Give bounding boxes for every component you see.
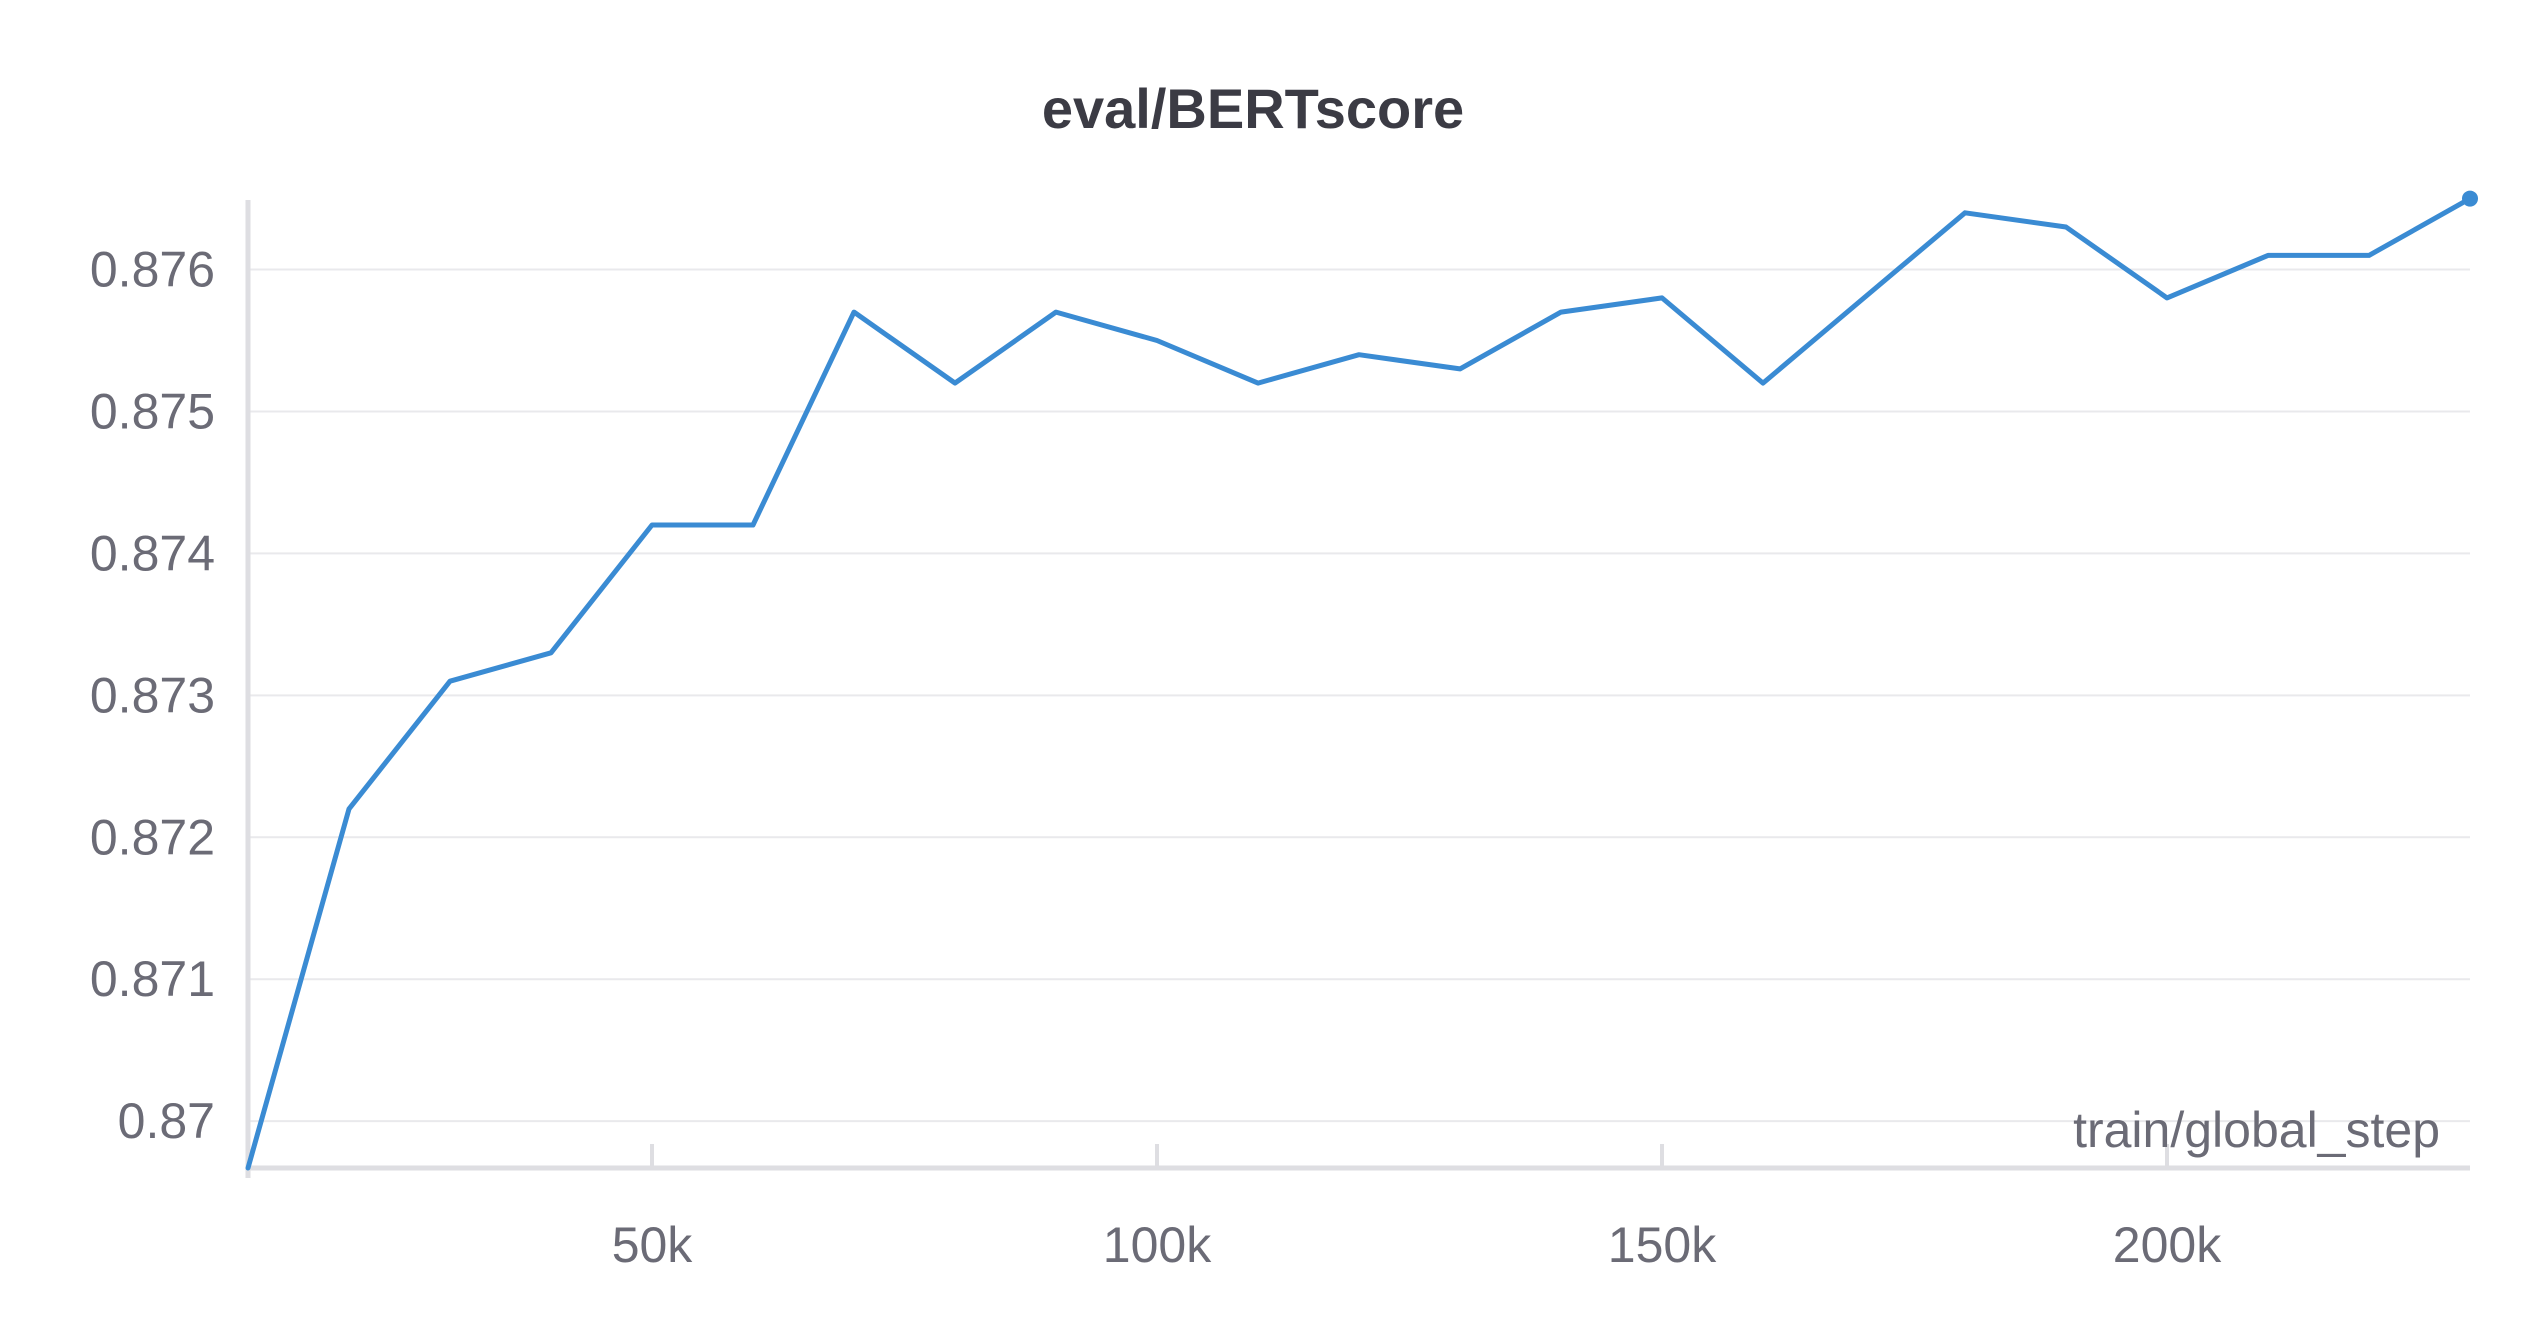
x-tick-label: 50k — [612, 1217, 694, 1273]
series-layer — [245, 190, 2478, 1171]
grid-lines — [248, 268, 2470, 1123]
y-tick-labels: 0.87 0.871 0.872 0.873 0.874 0.875 0.876 — [90, 242, 215, 1150]
x-tick-label: 150k — [1608, 1217, 1717, 1273]
y-tick-label: 0.874 — [90, 525, 215, 581]
x-tick-label: 200k — [2113, 1217, 2222, 1273]
y-tick-label: 0.875 — [90, 383, 215, 439]
y-tick-label: 0.876 — [90, 242, 215, 298]
y-tick-label: 0.872 — [90, 809, 215, 865]
x-tick-labels: 50k 100k 150k 200k — [612, 1217, 2223, 1273]
y-tick-label: 0.871 — [90, 951, 215, 1007]
last-point-marker — [2462, 190, 2478, 207]
y-tick-label: 0.873 — [90, 667, 215, 723]
axes — [245, 200, 2470, 1178]
series-line — [245, 196, 2473, 1171]
chart-title: eval/BERTscore — [1042, 77, 1464, 140]
x-axis-label: train/global_step — [2073, 1102, 2440, 1158]
y-tick-label: 0.87 — [118, 1093, 215, 1149]
x-tick-label: 100k — [1103, 1217, 1212, 1273]
